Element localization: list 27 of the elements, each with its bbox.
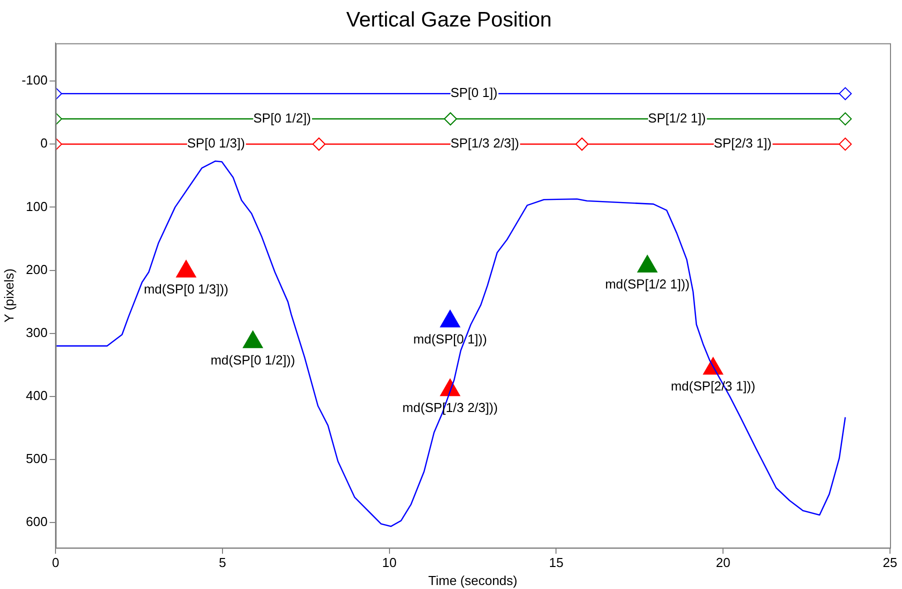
y-axis-title: Y (pixels) (1, 268, 16, 322)
annotation: md(SP[0 1/3])) (144, 282, 228, 297)
x-tick-label: 15 (549, 555, 564, 570)
chart-title: Vertical Gaze Position (346, 8, 552, 32)
y-tick-label: 100 (26, 198, 48, 214)
x-tick-label: 25 (882, 555, 898, 570)
x-tick-label: 20 (716, 555, 730, 570)
annotation: SP[0 1/2]) (253, 110, 312, 126)
x-tick-label: 5 (218, 555, 226, 570)
x-tick-label: 0 (52, 555, 60, 570)
y-tick-label: 500 (26, 451, 48, 466)
annotation: md(SP[1/2 1])) (605, 276, 690, 292)
annotation: SP[0 1/3]) (187, 136, 245, 151)
y-tick-label: 600 (26, 514, 48, 530)
y-tick-label: 0 (40, 136, 48, 151)
y-tick-label: 200 (26, 262, 48, 277)
y-tick-label: 300 (26, 324, 48, 340)
annotation: SP[1/3 2/3]) (450, 136, 520, 151)
x-axis-title: Time (seconds) (428, 572, 518, 588)
y-tick-label: -100 (22, 72, 48, 88)
annotation: md(SP[0 1])) (413, 331, 487, 346)
y-tick-label: 400 (26, 388, 48, 403)
annotation: SP[2/3 1]) (714, 136, 772, 151)
annotation: SP[1/2 1]) (648, 110, 706, 126)
annotation: SP[0 1]) (450, 85, 498, 100)
x-tick-label: 10 (382, 555, 397, 570)
annotation: md(SP[0 1/2])) (210, 352, 296, 368)
